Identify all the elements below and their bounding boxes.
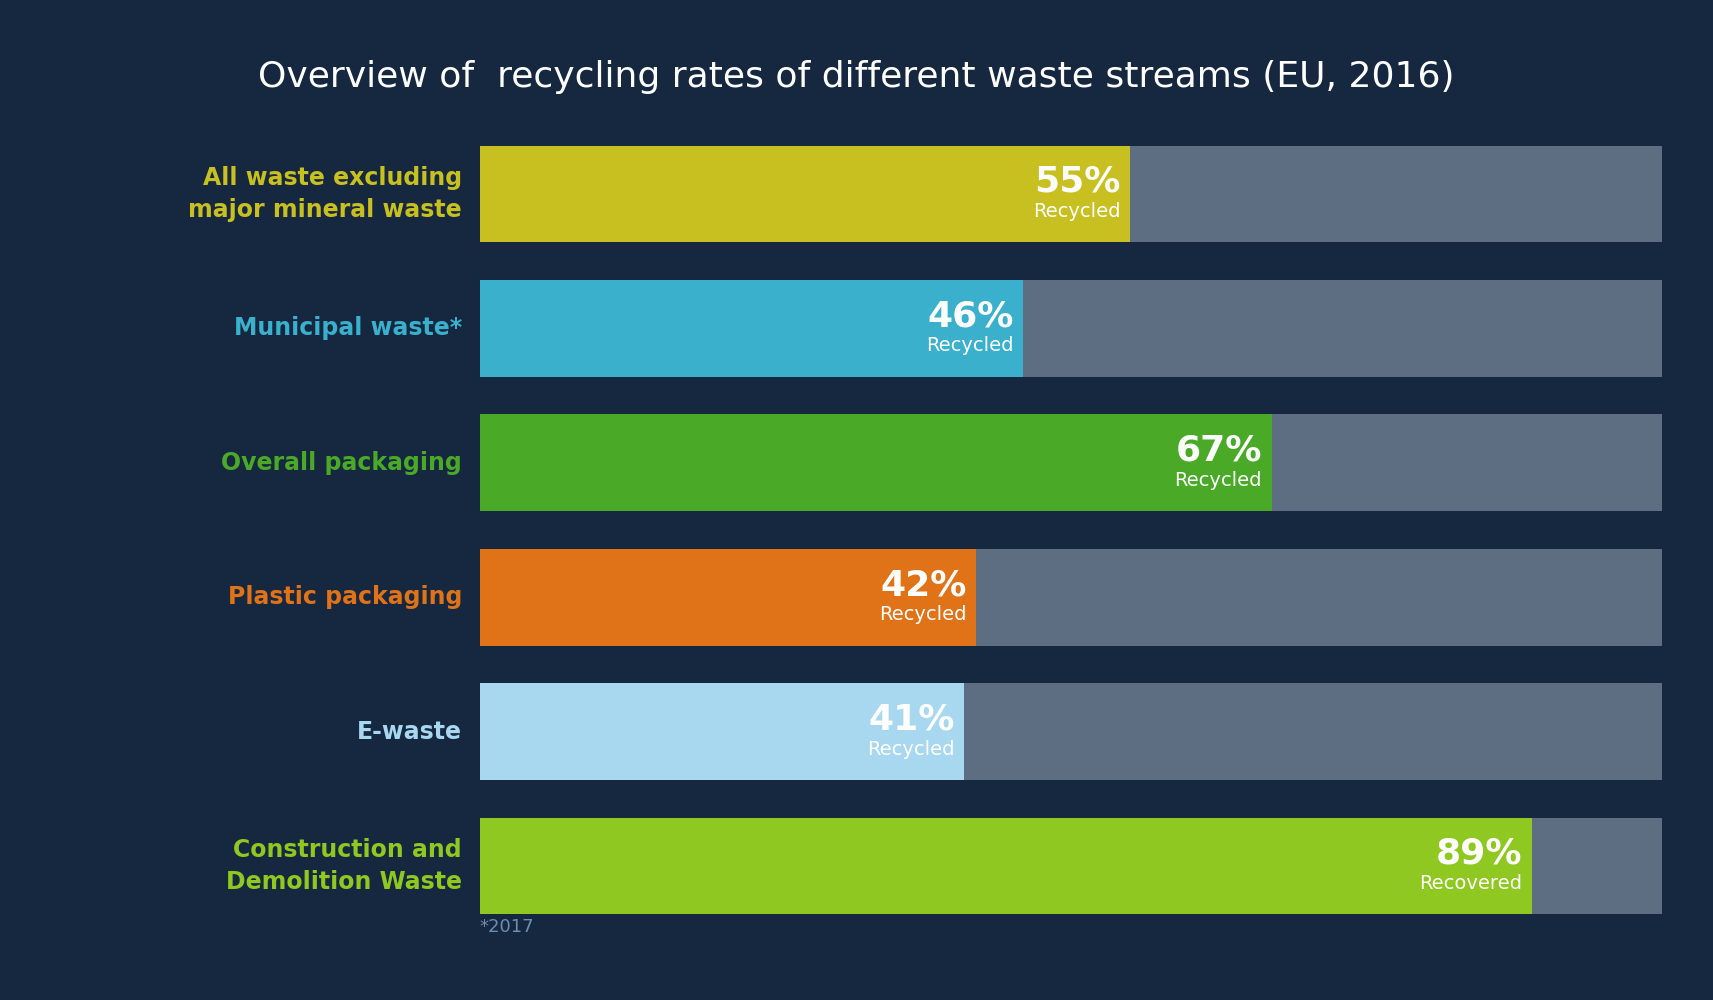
- Bar: [480, 818, 1662, 914]
- Text: Recycled: Recycled: [1033, 202, 1120, 221]
- Text: Recycled: Recycled: [927, 336, 1014, 355]
- Text: All waste excluding
major mineral waste: All waste excluding major mineral waste: [188, 166, 463, 222]
- Text: 55%: 55%: [1035, 165, 1120, 199]
- Text: Overview of  recycling rates of different waste streams (EU, 2016): Overview of recycling rates of different…: [259, 60, 1454, 94]
- Text: 46%: 46%: [927, 299, 1014, 333]
- Text: Recovered: Recovered: [1418, 874, 1523, 893]
- Bar: [480, 414, 1271, 511]
- Text: Overall packaging: Overall packaging: [221, 451, 463, 475]
- Bar: [480, 280, 1023, 377]
- Text: Municipal waste*: Municipal waste*: [233, 316, 463, 340]
- Text: 41%: 41%: [868, 703, 954, 737]
- Bar: [480, 280, 1662, 377]
- Bar: [480, 549, 1662, 646]
- Bar: [480, 414, 1662, 511]
- Text: E-waste: E-waste: [356, 720, 463, 744]
- Text: Construction and
Demolition Waste: Construction and Demolition Waste: [226, 838, 463, 894]
- Bar: [480, 683, 964, 780]
- Bar: [480, 683, 1662, 780]
- Text: Recycled: Recycled: [867, 740, 954, 759]
- Text: *2017: *2017: [480, 918, 534, 936]
- Text: Plastic packaging: Plastic packaging: [228, 585, 463, 609]
- Bar: [480, 146, 1662, 242]
- Text: 42%: 42%: [880, 568, 966, 602]
- Text: 89%: 89%: [1435, 837, 1523, 871]
- Text: Recycled: Recycled: [1175, 471, 1262, 490]
- Bar: [480, 146, 1129, 242]
- Text: Recycled: Recycled: [879, 605, 966, 624]
- Text: 67%: 67%: [1175, 434, 1262, 468]
- Bar: [480, 549, 976, 646]
- Bar: [480, 818, 1531, 914]
